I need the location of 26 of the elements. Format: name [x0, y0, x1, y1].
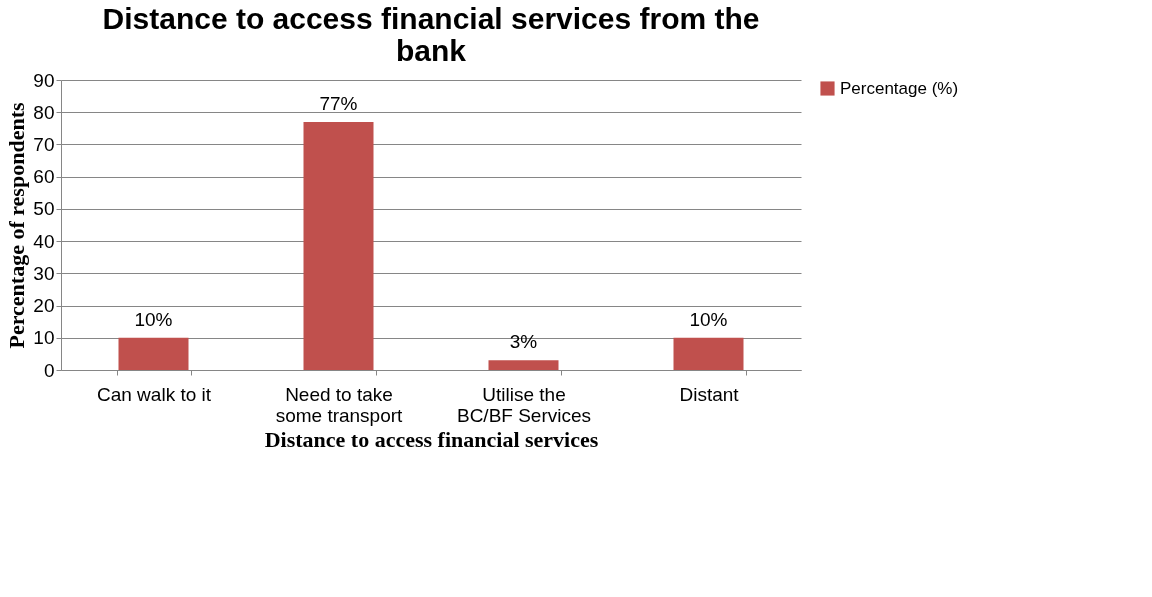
- y-tick-label: 10: [33, 327, 55, 349]
- chart-title: Distance to access financial services from the bank: [102, 2, 760, 67]
- y-tick-label: 20: [33, 295, 55, 317]
- y-tick-label: 80: [33, 101, 55, 123]
- x-tick-label: Utilise the BC/BF Services: [456, 383, 592, 426]
- bar: [488, 360, 559, 370]
- y-tick-label: 30: [33, 262, 55, 284]
- data-label: 10%: [689, 308, 728, 330]
- y-tick-label: 50: [33, 198, 55, 220]
- x-tick-label: Can walk to it: [96, 383, 212, 405]
- y-tick-label: 70: [33, 133, 55, 155]
- x-tick-label: Distant: [679, 383, 740, 405]
- x-tick-label: Need to take some transport: [275, 383, 404, 426]
- bar: [673, 337, 744, 370]
- data-label: 77%: [319, 92, 358, 114]
- data-label: 3%: [509, 331, 538, 353]
- data-label: 10%: [134, 308, 173, 330]
- x-axis-title: Distance to access financial services: [264, 426, 599, 452]
- bar: [118, 337, 189, 370]
- y-tick-label: 60: [33, 166, 55, 188]
- y-axis-title: Percentage of respondents: [4, 102, 30, 349]
- y-tick-label: 0: [43, 359, 55, 381]
- y-tick-label: 90: [33, 69, 55, 91]
- bar: [303, 121, 374, 370]
- legend-label: Percentage (%): [840, 78, 959, 98]
- y-tick-label: 40: [33, 230, 55, 252]
